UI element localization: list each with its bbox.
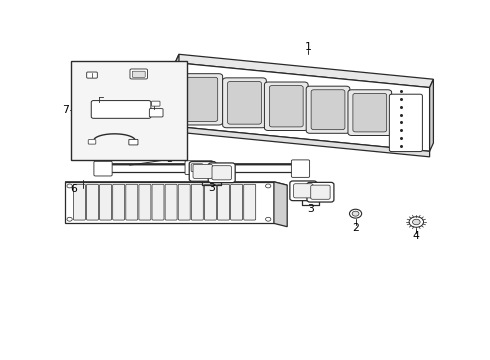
FancyBboxPatch shape [231, 184, 243, 220]
FancyBboxPatch shape [132, 71, 145, 77]
Circle shape [266, 217, 271, 221]
FancyBboxPatch shape [94, 161, 112, 176]
FancyBboxPatch shape [178, 184, 190, 220]
FancyBboxPatch shape [270, 86, 303, 127]
FancyBboxPatch shape [311, 185, 330, 199]
FancyBboxPatch shape [290, 181, 317, 201]
Text: 3: 3 [308, 204, 315, 214]
FancyBboxPatch shape [189, 162, 216, 181]
Text: 8: 8 [80, 104, 87, 114]
Circle shape [266, 184, 271, 188]
FancyBboxPatch shape [193, 164, 212, 179]
Text: 10: 10 [153, 65, 168, 75]
FancyBboxPatch shape [311, 90, 345, 130]
Text: 2: 2 [352, 222, 359, 233]
Polygon shape [175, 126, 430, 157]
FancyBboxPatch shape [165, 184, 177, 220]
Polygon shape [96, 164, 297, 172]
Polygon shape [297, 164, 302, 175]
FancyBboxPatch shape [353, 93, 387, 132]
FancyBboxPatch shape [218, 184, 229, 220]
Polygon shape [175, 54, 433, 87]
Text: 4: 4 [413, 231, 420, 241]
FancyBboxPatch shape [149, 109, 163, 117]
FancyBboxPatch shape [227, 81, 261, 124]
FancyBboxPatch shape [212, 166, 231, 180]
FancyBboxPatch shape [74, 184, 85, 220]
Circle shape [349, 209, 362, 218]
FancyBboxPatch shape [179, 74, 222, 125]
FancyBboxPatch shape [129, 139, 138, 145]
Text: 11: 11 [164, 105, 177, 115]
Text: 3: 3 [208, 184, 215, 193]
FancyBboxPatch shape [306, 86, 350, 133]
Polygon shape [274, 182, 287, 227]
Text: 7: 7 [62, 105, 69, 115]
Polygon shape [65, 182, 274, 223]
FancyBboxPatch shape [265, 82, 308, 131]
FancyBboxPatch shape [307, 183, 334, 202]
Circle shape [352, 211, 359, 216]
FancyBboxPatch shape [99, 184, 112, 220]
Text: 5: 5 [166, 154, 173, 164]
FancyBboxPatch shape [348, 90, 392, 135]
FancyBboxPatch shape [191, 184, 203, 220]
Text: 6: 6 [71, 184, 77, 194]
FancyBboxPatch shape [292, 160, 310, 177]
FancyBboxPatch shape [185, 161, 213, 175]
Polygon shape [430, 79, 433, 151]
FancyBboxPatch shape [204, 184, 217, 220]
Circle shape [67, 217, 72, 221]
FancyBboxPatch shape [294, 184, 313, 198]
FancyBboxPatch shape [113, 184, 124, 220]
FancyBboxPatch shape [152, 184, 164, 220]
Circle shape [67, 184, 72, 188]
FancyBboxPatch shape [87, 184, 98, 220]
Text: 12: 12 [72, 134, 86, 144]
Polygon shape [175, 63, 430, 151]
Text: 1: 1 [305, 42, 312, 52]
FancyBboxPatch shape [222, 78, 267, 128]
Circle shape [409, 217, 423, 227]
Polygon shape [65, 182, 287, 185]
FancyBboxPatch shape [126, 184, 138, 220]
FancyBboxPatch shape [191, 164, 203, 172]
Circle shape [413, 219, 420, 225]
FancyBboxPatch shape [139, 184, 151, 220]
Polygon shape [96, 164, 302, 167]
FancyBboxPatch shape [88, 140, 96, 144]
FancyBboxPatch shape [91, 100, 151, 118]
FancyBboxPatch shape [151, 101, 160, 106]
FancyBboxPatch shape [208, 163, 235, 183]
FancyBboxPatch shape [390, 94, 422, 152]
Bar [71, 61, 187, 159]
FancyBboxPatch shape [184, 77, 218, 121]
Polygon shape [175, 54, 179, 126]
FancyBboxPatch shape [87, 72, 98, 78]
FancyBboxPatch shape [130, 69, 147, 79]
Text: 9: 9 [74, 70, 81, 80]
FancyBboxPatch shape [244, 184, 256, 220]
